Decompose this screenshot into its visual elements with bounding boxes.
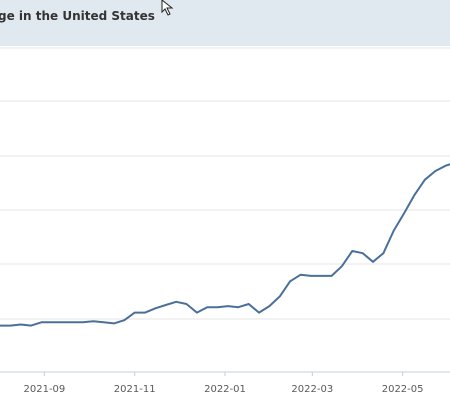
data-point[interactable] bbox=[361, 251, 365, 255]
data-point[interactable] bbox=[216, 305, 220, 309]
data-point[interactable] bbox=[236, 305, 240, 309]
data-point[interactable] bbox=[164, 303, 168, 307]
data-point[interactable] bbox=[185, 302, 189, 306]
chart-header: ge in the United States bbox=[0, 0, 450, 46]
data-point[interactable] bbox=[413, 193, 417, 197]
data-point[interactable] bbox=[60, 320, 64, 324]
data-point[interactable] bbox=[174, 300, 178, 304]
data-point[interactable] bbox=[371, 260, 375, 264]
data-point[interactable] bbox=[71, 320, 75, 324]
data-point[interactable] bbox=[205, 305, 209, 309]
data-point[interactable] bbox=[444, 164, 448, 168]
data-point[interactable] bbox=[8, 324, 12, 328]
x-tick-label: 2021-11 bbox=[114, 384, 156, 395]
data-point[interactable] bbox=[226, 304, 230, 308]
data-point[interactable] bbox=[19, 323, 23, 327]
data-point[interactable] bbox=[91, 319, 95, 323]
series-line bbox=[0, 163, 450, 327]
data-point[interactable] bbox=[299, 273, 303, 277]
data-point[interactable] bbox=[29, 324, 33, 328]
chart-title: ge in the United States bbox=[0, 9, 155, 23]
data-point[interactable] bbox=[102, 320, 106, 324]
data-point[interactable] bbox=[39, 320, 43, 324]
data-point[interactable] bbox=[257, 311, 261, 315]
x-tick-label: 2021-09 bbox=[24, 384, 66, 395]
data-point[interactable] bbox=[133, 311, 137, 315]
x-tick-label: 2022-01 bbox=[204, 384, 246, 395]
data-point[interactable] bbox=[330, 274, 334, 278]
data-point[interactable] bbox=[112, 321, 116, 325]
series-layer bbox=[0, 163, 450, 328]
data-point[interactable] bbox=[381, 251, 385, 255]
data-point[interactable] bbox=[153, 306, 157, 310]
data-point[interactable] bbox=[350, 249, 354, 253]
data-point[interactable] bbox=[278, 294, 282, 298]
data-point[interactable] bbox=[267, 304, 271, 308]
data-point[interactable] bbox=[402, 211, 406, 215]
data-point[interactable] bbox=[247, 302, 251, 306]
data-point[interactable] bbox=[0, 324, 2, 328]
data-point[interactable] bbox=[122, 318, 126, 322]
data-point[interactable] bbox=[309, 274, 313, 278]
data-point[interactable] bbox=[433, 169, 437, 173]
data-point[interactable] bbox=[50, 320, 54, 324]
data-point[interactable] bbox=[288, 279, 292, 283]
data-point[interactable] bbox=[319, 274, 323, 278]
x-axis: 2021-09 2021-11 2022-01 2022-03 2022-05 bbox=[0, 371, 450, 395]
data-point[interactable] bbox=[81, 320, 85, 324]
data-point[interactable] bbox=[423, 178, 427, 182]
x-tick-label: 2022-05 bbox=[382, 384, 424, 395]
grid-lines bbox=[0, 47, 450, 320]
data-point[interactable] bbox=[340, 264, 344, 268]
data-point[interactable] bbox=[392, 229, 396, 233]
data-point[interactable] bbox=[195, 311, 199, 315]
data-point[interactable] bbox=[143, 311, 147, 315]
x-tick-label: 2022-03 bbox=[291, 384, 333, 395]
